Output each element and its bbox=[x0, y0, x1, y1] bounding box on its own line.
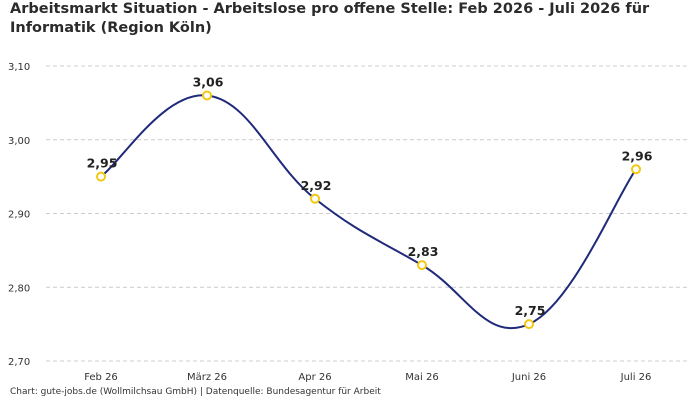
chart-source: Chart: gute-jobs.de (Wollmilchsau GmbH) … bbox=[10, 387, 381, 397]
data-label: 3,06 bbox=[193, 75, 224, 90]
x-tick-label: Feb 26 bbox=[84, 372, 118, 383]
y-tick-label: 2,80 bbox=[8, 283, 30, 294]
x-axis-ticks: Feb 26 März 26 Apr 26 Mai 26 Juni 26 Juli 26 bbox=[84, 372, 651, 383]
data-label: 2,96 bbox=[622, 148, 653, 163]
data-point bbox=[631, 164, 641, 175]
y-tick-label: 2,90 bbox=[8, 210, 30, 221]
data-point bbox=[524, 319, 534, 330]
data-point bbox=[417, 260, 427, 271]
x-tick-label: Mai 26 bbox=[405, 372, 438, 383]
series-line bbox=[100, 94, 637, 330]
data-label: 2,92 bbox=[301, 178, 332, 193]
x-tick-label: März 26 bbox=[187, 372, 227, 383]
gridlines bbox=[46, 65, 690, 362]
data-label: 2,95 bbox=[87, 156, 118, 171]
y-tick-label: 3,00 bbox=[8, 136, 30, 147]
data-point bbox=[96, 171, 106, 182]
data-point bbox=[310, 193, 320, 204]
y-axis-ticks: 2,70 2,80 2,90 3,00 3,10 bbox=[8, 62, 30, 368]
y-tick-label: 3,10 bbox=[8, 62, 30, 73]
data-label: 2,83 bbox=[408, 244, 439, 259]
data-point bbox=[202, 90, 212, 101]
data-points bbox=[96, 90, 641, 330]
data-labels: 2,95 3,06 2,92 2,83 2,75 2,96 bbox=[87, 75, 653, 319]
chart-title: Arbeitsmarkt Situation - Arbeitslose pro… bbox=[10, 1, 650, 36]
data-label: 2,75 bbox=[515, 303, 546, 318]
x-tick-label: Apr 26 bbox=[298, 372, 331, 383]
x-tick-label: Juni 26 bbox=[511, 372, 546, 383]
y-tick-label: 2,70 bbox=[8, 357, 30, 368]
x-tick-label: Juli 26 bbox=[620, 372, 652, 383]
